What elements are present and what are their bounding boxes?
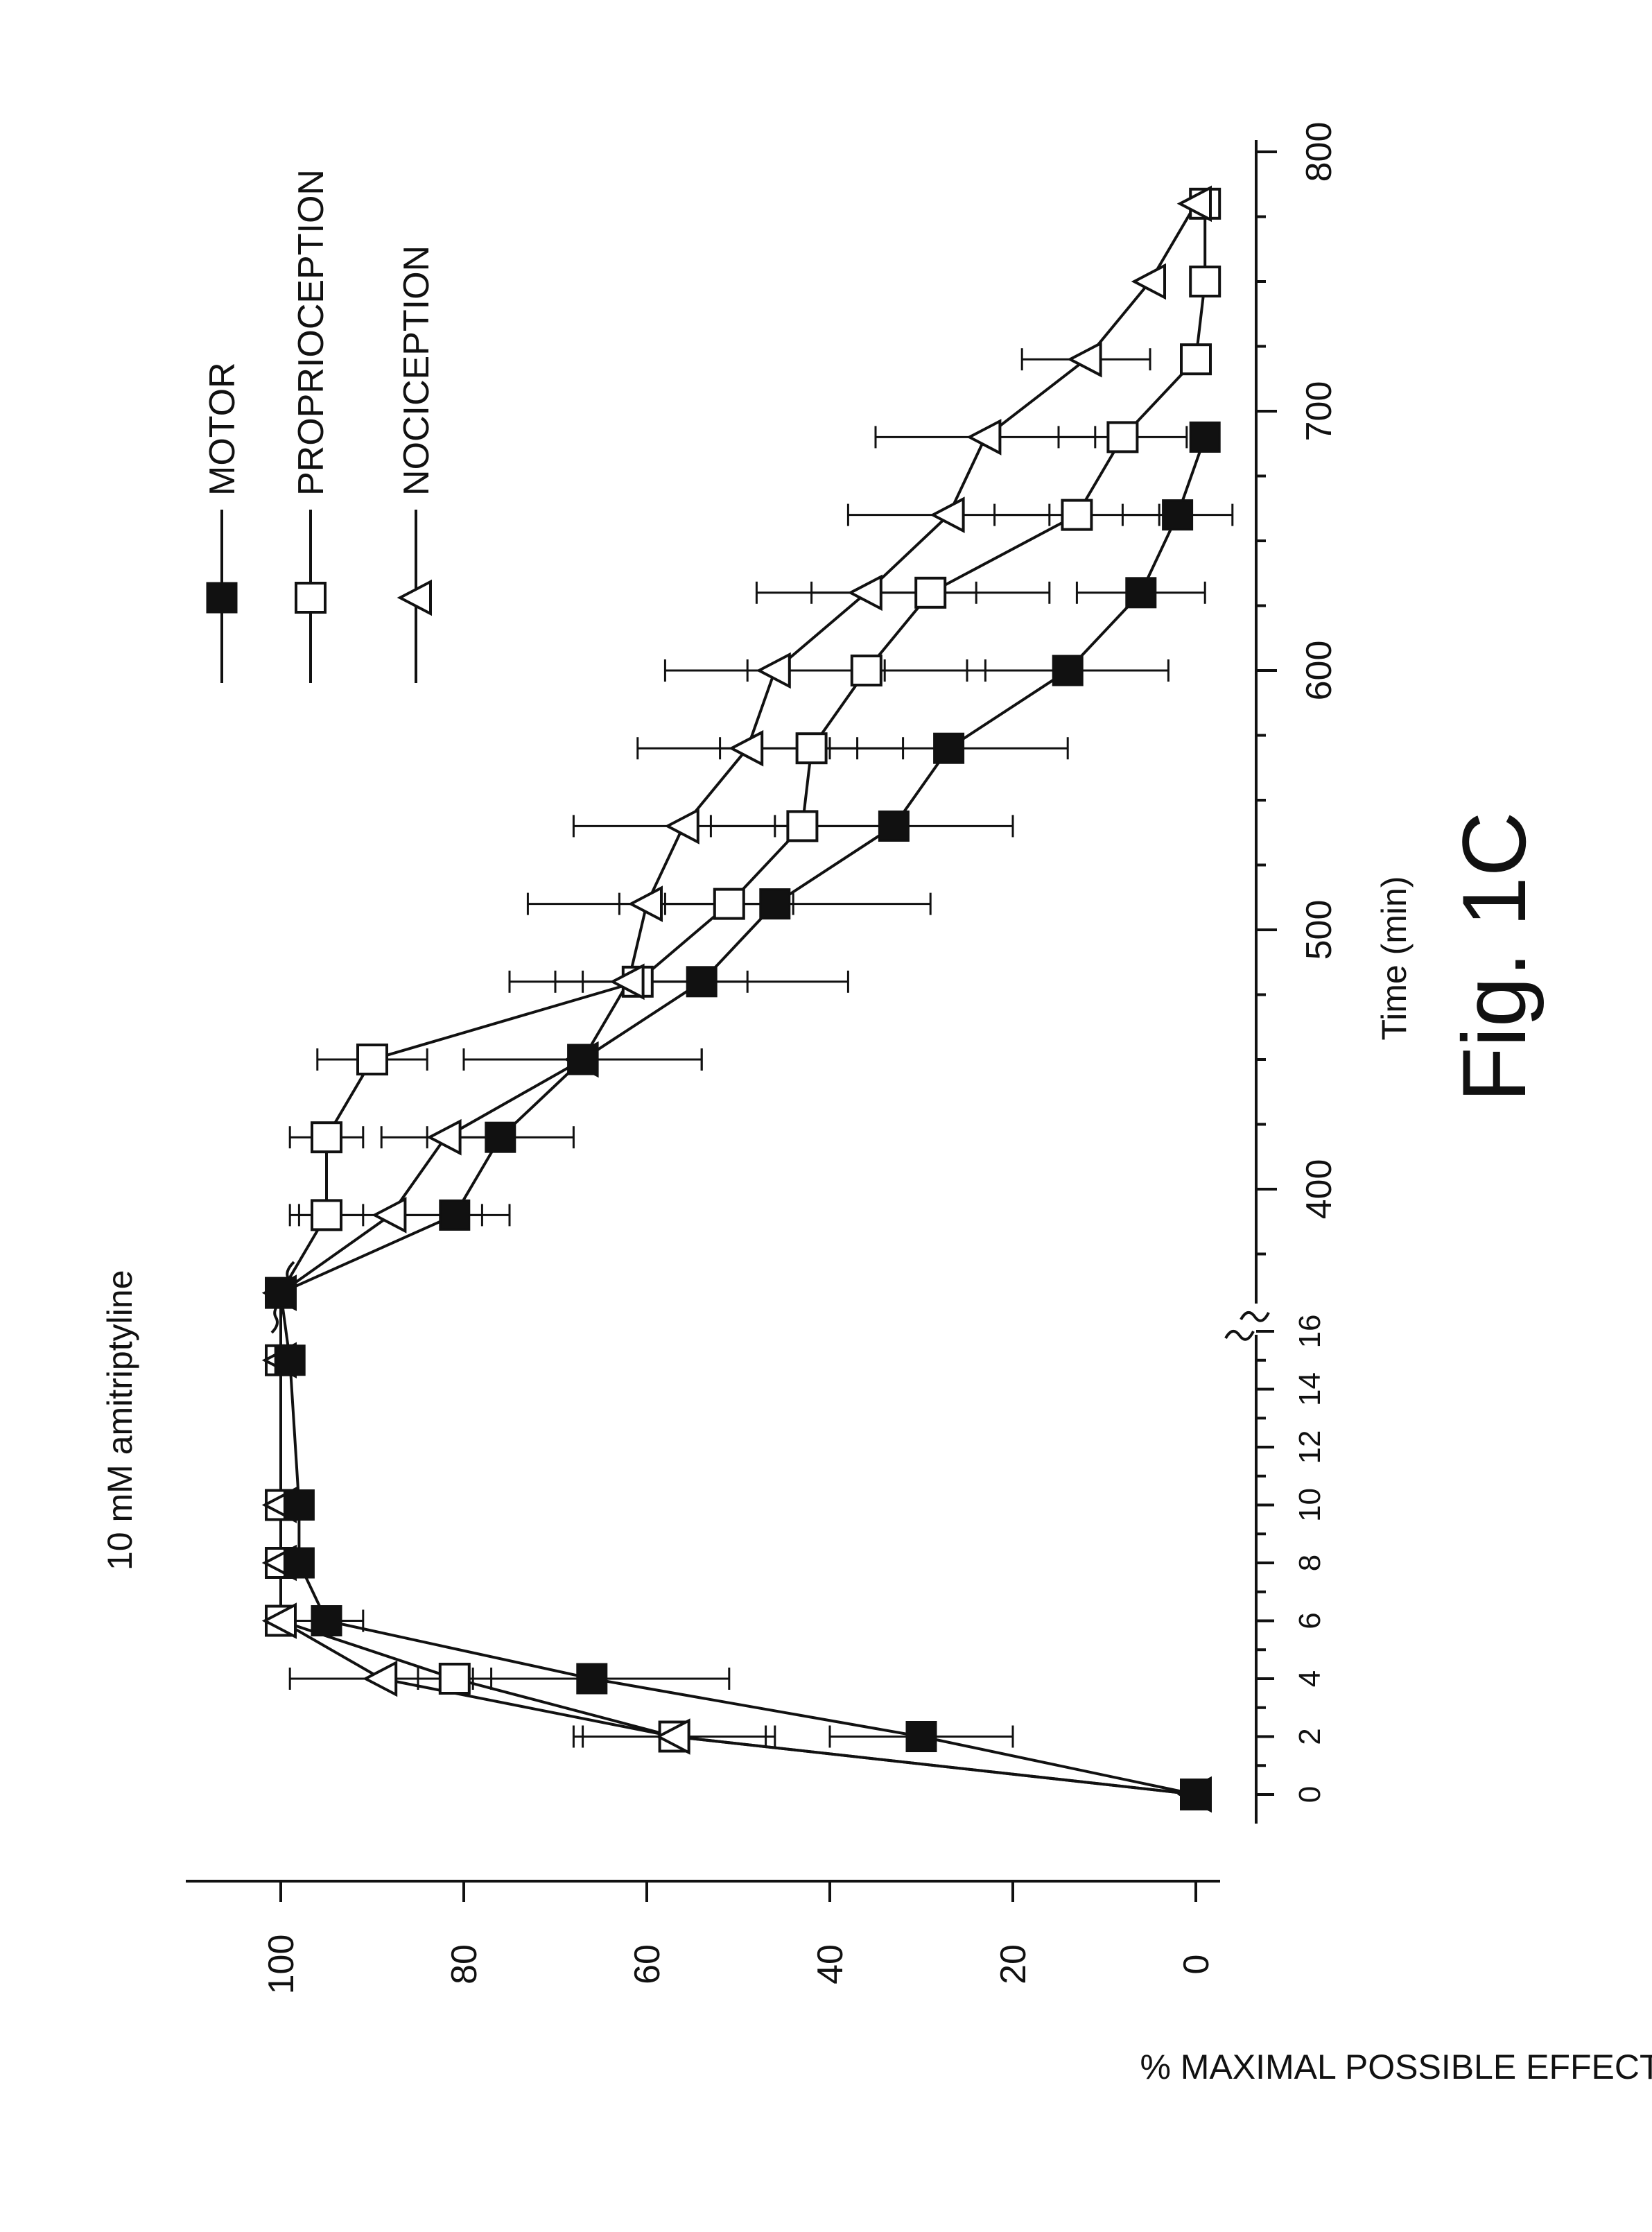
proprioception-point — [1062, 501, 1091, 530]
motor-point — [1127, 578, 1156, 607]
y-tick-label: 40 — [810, 1944, 851, 1984]
motor-point — [1053, 656, 1082, 685]
proprioception-point — [852, 656, 881, 685]
nociception-point — [759, 655, 790, 686]
legend-marker — [296, 583, 325, 612]
x-axis-label: Time (min) — [1375, 876, 1414, 1040]
x-tick-label: 700 — [1299, 381, 1339, 442]
nociception-point — [1134, 266, 1165, 297]
proprioception-point — [916, 578, 945, 607]
motor-point — [934, 734, 964, 763]
x-tick-label: 10 — [1293, 1488, 1327, 1522]
y-tick-label: 80 — [444, 1944, 485, 1984]
nociception-point — [668, 810, 698, 842]
proprioception-point — [312, 1123, 341, 1152]
motor-point — [284, 1491, 313, 1520]
motor-point — [1181, 1780, 1210, 1809]
x-tick-label: 400 — [1299, 1159, 1339, 1220]
y-tick-label: 0 — [1176, 1955, 1217, 1975]
motor-point — [284, 1548, 313, 1577]
nociception-point — [430, 1121, 460, 1153]
proprioception-point — [715, 890, 744, 919]
motor-point — [687, 967, 716, 996]
axis-break-mark — [1241, 1313, 1269, 1321]
chart-title: 10 mM amitriptyline — [101, 1270, 139, 1571]
nociception-point — [374, 1199, 405, 1231]
x-tick-label: 500 — [1299, 900, 1339, 960]
x-tick-label: 16 — [1293, 1315, 1327, 1349]
plot-layer — [186, 140, 1277, 1902]
y-axis-label: % MAXIMAL POSSIBLE EFFECT — [1140, 2048, 1652, 2086]
motor-point — [879, 811, 908, 840]
y-tick-label: 60 — [627, 1944, 668, 1984]
proprioception-point — [312, 1200, 341, 1229]
proprioception-point — [1108, 422, 1137, 451]
motor-point — [907, 1722, 936, 1751]
text-layer: 0 20 40 60 80 100 0 2 4 6 8 10 12 14 16 400 500 600 700 800… — [101, 122, 1652, 2086]
proprioception-point — [358, 1045, 387, 1074]
legend-label: MOTOR — [202, 362, 243, 496]
motor-point — [312, 1607, 341, 1636]
motor-point — [486, 1123, 515, 1152]
figure-label: Fig. 1C — [1443, 811, 1545, 1102]
motor-point — [1190, 422, 1219, 451]
nociception-point — [365, 1663, 396, 1695]
legend-marker — [207, 583, 236, 612]
motor-point — [760, 890, 790, 919]
motor-point — [577, 1664, 607, 1693]
motor-point — [275, 1346, 304, 1375]
legend: MOTOR PROPRIOCEPTION NOCICEPTION — [202, 169, 437, 683]
motor-point — [568, 1045, 598, 1074]
proprioception-point — [1190, 267, 1219, 296]
nociception-point — [631, 888, 661, 920]
motor-point — [266, 1279, 295, 1308]
x-tick-label: 2 — [1293, 1728, 1327, 1745]
legend-label: NOCICEPTION — [397, 245, 437, 496]
x-tick-label: 800 — [1299, 122, 1339, 182]
x-tick-label: 12 — [1293, 1430, 1327, 1464]
nociception-point — [969, 421, 1000, 453]
x-tick-label: 0 — [1293, 1786, 1327, 1803]
nociception-point — [731, 732, 762, 764]
motor-point — [440, 1200, 469, 1229]
x-tick-label: 8 — [1293, 1555, 1327, 1571]
proprioception-point — [440, 1664, 469, 1693]
axis-break-mark — [1226, 1331, 1253, 1340]
proprioception-point — [797, 734, 826, 763]
proprioception-point — [788, 811, 817, 840]
x-tick-label: 4 — [1293, 1670, 1327, 1687]
x-tick-label: 14 — [1293, 1372, 1327, 1406]
legend-label: PROPRIOCEPTION — [291, 169, 331, 496]
x-tick-label: 6 — [1293, 1612, 1327, 1629]
motor-series-line — [281, 437, 1205, 1794]
x-tick-label: 600 — [1299, 641, 1339, 701]
y-tick-label: 20 — [993, 1944, 1034, 1984]
y-tick-label: 100 — [261, 1935, 302, 1995]
motor-point — [1163, 501, 1192, 530]
proprioception-point — [1181, 345, 1210, 374]
nociception-point — [1070, 343, 1101, 375]
